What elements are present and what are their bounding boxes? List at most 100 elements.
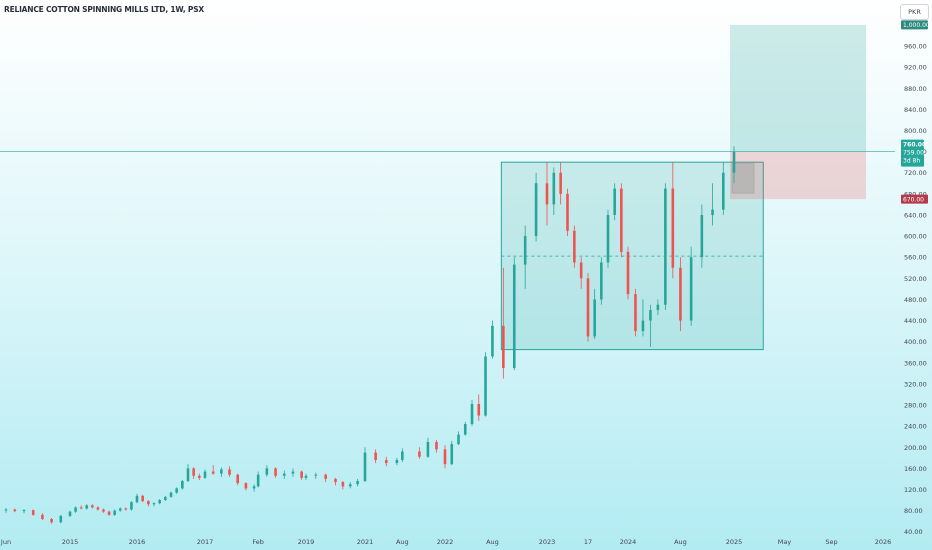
candle-body [470,403,474,425]
target-price-tag-bg [901,20,928,30]
candle-body [418,451,421,457]
candle-body [324,474,327,479]
candle-body [435,441,438,450]
candle [620,183,623,258]
candle-body [211,471,215,474]
candle [181,479,184,490]
candle-body [341,482,345,487]
candle [711,183,714,226]
candle-body [374,452,377,460]
candle-body [689,257,693,321]
x-tick-label: 2023 [539,538,556,546]
candle-body [198,475,201,478]
y-axis: 40.00 80.00 120.00 160.00 200.00 240.00 280.00… [904,43,927,537]
candle-body [664,188,667,305]
x-tick-label: 17 [584,538,592,546]
candle [228,466,231,477]
candle [186,464,190,483]
candle-body [484,356,487,416]
candle-body [244,483,248,489]
candle [79,505,83,510]
candle [443,445,447,469]
candle-body [130,502,133,510]
candle-body [679,267,682,321]
candles-layer [4,146,736,524]
candle-body [363,452,367,482]
candle [4,507,8,513]
candle [374,449,377,464]
last-close-label: 759.00 [903,150,924,157]
candle-body [443,449,447,465]
x-tick-label: Sep [825,538,837,546]
candle [634,288,637,337]
candle-body [50,519,53,523]
candle [220,467,223,477]
candle [192,467,195,479]
candle-body [147,501,150,505]
candle-body [228,469,231,475]
candle [586,273,590,342]
candle-body [606,214,610,263]
y-tick-label: 360.00 [904,359,927,367]
candle-body [426,441,430,457]
candle-body [600,262,603,300]
candle-body [552,172,556,205]
y-tick-label: 240.00 [904,423,927,431]
candle-body [169,492,173,497]
y-tick-label: 160.00 [904,465,927,473]
candle-body [534,183,538,237]
candle-body [256,474,260,487]
candle [649,304,652,347]
candle-body [334,478,337,483]
y-tick-label: 280.00 [904,402,927,410]
candle-body [613,188,616,215]
candle-body [274,468,277,476]
candle [41,513,44,521]
candle [147,500,150,507]
candle-body [626,251,630,295]
candle [679,257,682,332]
candle-body [641,320,645,332]
candle [175,487,178,494]
candle [545,162,549,226]
candle [732,146,736,184]
x-tick-label: 2017 [197,538,214,546]
candle-body [502,325,505,369]
candle [291,468,295,477]
candle-body [491,325,494,357]
candle [664,183,667,310]
y-tick-label: 600.00 [904,233,927,241]
x-tick-label: Aug [396,538,409,546]
candle [50,517,53,524]
candle-body [158,500,161,504]
candle [356,478,359,487]
currency-button[interactable]: PKR [900,4,929,20]
candle-body [41,514,44,520]
candle [606,209,610,268]
candle-body [559,172,562,194]
candle [68,510,72,517]
y-tick-label: 320.00 [904,380,927,388]
candle-body [457,434,460,445]
stop-price-tag-bg [901,194,928,204]
y-tick-label: 520.00 [904,275,927,283]
last-price-label: 760.00 [903,142,926,149]
candle [689,246,693,326]
candle-body [634,294,637,332]
candle [169,491,173,498]
candle [470,399,474,427]
x-tick-label: 2025 [726,538,743,546]
candle-body [282,473,286,476]
stop-zone [730,151,866,200]
candle [256,471,260,488]
candle-body [463,424,467,435]
candle-body [450,444,454,465]
candle [484,352,487,417]
candle-body [164,496,167,501]
candle [22,509,26,514]
candle [300,470,303,480]
x-axis: Jun 2015 2016 2017 Feb 2019 2021 Aug 2022 Aug 2023… [0,538,891,546]
candle-body [13,509,17,512]
y-tick-label: 560.00 [904,254,927,262]
